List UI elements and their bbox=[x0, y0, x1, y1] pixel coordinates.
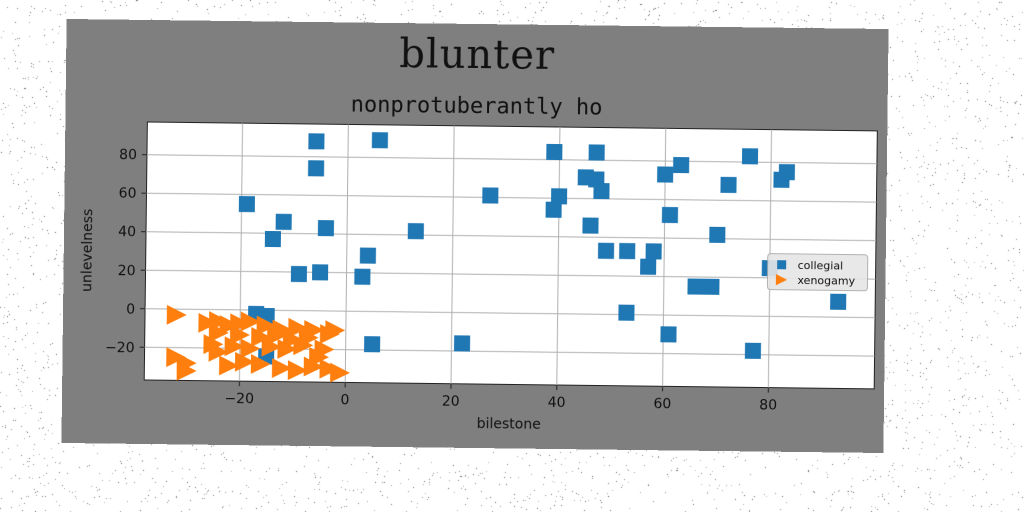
data-point-square bbox=[660, 326, 676, 342]
legend-label-collegial: collegial bbox=[798, 259, 844, 273]
data-point-square bbox=[308, 160, 324, 176]
legend[interactable]: collegial xenogamy bbox=[767, 254, 867, 291]
legend-label-xenogamy: xenogamy bbox=[797, 274, 855, 288]
x-tick-label: 20 bbox=[442, 394, 460, 410]
data-point-square bbox=[360, 248, 376, 264]
data-point-square bbox=[673, 157, 689, 173]
data-point-square bbox=[646, 243, 662, 259]
x-tick-label: 0 bbox=[340, 392, 349, 408]
y-tick-label: 20 bbox=[118, 263, 136, 279]
data-point-square bbox=[546, 144, 562, 160]
x-tick-label: −20 bbox=[224, 391, 254, 407]
data-point-square bbox=[454, 335, 470, 351]
x-tick-label: 40 bbox=[548, 395, 566, 411]
x-axis-label: bilestone bbox=[477, 416, 541, 433]
data-point-square bbox=[619, 243, 635, 259]
data-point-square bbox=[618, 305, 634, 321]
data-point-square bbox=[657, 166, 673, 182]
data-point-square bbox=[354, 269, 370, 285]
data-point-square bbox=[372, 132, 388, 148]
y-tick-label: 0 bbox=[126, 302, 135, 318]
data-point-square bbox=[703, 279, 719, 295]
data-point-square bbox=[291, 266, 307, 282]
data-point-square bbox=[318, 220, 334, 236]
data-point-square bbox=[745, 343, 761, 359]
data-point-square bbox=[546, 202, 562, 218]
data-point-square bbox=[364, 336, 380, 352]
data-point-square bbox=[830, 294, 846, 310]
data-point-square bbox=[308, 133, 324, 149]
data-point-square bbox=[640, 259, 656, 275]
data-point-square bbox=[482, 187, 498, 203]
data-point-square bbox=[779, 164, 795, 180]
data-point-square bbox=[589, 144, 605, 160]
data-point-square bbox=[662, 207, 678, 223]
y-tick-label: 80 bbox=[119, 147, 137, 163]
data-point-square bbox=[598, 243, 614, 259]
data-point-square bbox=[687, 278, 703, 294]
legend-marker-collegial bbox=[777, 260, 786, 269]
x-tick-label: 60 bbox=[653, 396, 671, 412]
legend-marker-shape bbox=[777, 260, 786, 269]
data-point-square bbox=[582, 218, 598, 234]
data-point-square bbox=[408, 223, 424, 239]
x-tick-label: 80 bbox=[759, 397, 777, 413]
y-tick-label: −20 bbox=[105, 340, 135, 356]
y-tick-label: 40 bbox=[118, 224, 136, 240]
data-point-square bbox=[742, 148, 758, 164]
data-point-square bbox=[593, 183, 609, 199]
data-point-square bbox=[709, 227, 725, 243]
y-axis-label: unlevelness bbox=[79, 209, 96, 292]
figure-card: blunter nonprotuberantly ho −20 0 20 40 60 80… bbox=[61, 19, 888, 453]
scatter-plot: −20 0 20 40 60 80 −20 0 20 40 60 80 bilestone unlev… bbox=[61, 19, 888, 453]
data-point-square bbox=[276, 214, 292, 230]
data-point-square bbox=[239, 196, 255, 212]
y-tick-label: 60 bbox=[119, 186, 137, 202]
data-point-square bbox=[720, 177, 736, 193]
data-point-square bbox=[312, 264, 328, 280]
data-point-square bbox=[265, 231, 281, 247]
